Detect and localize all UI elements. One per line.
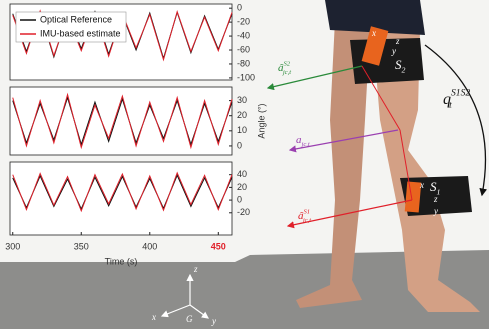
sensor-axis-label: x	[371, 28, 376, 38]
x-axis-label: Time (s)	[105, 256, 138, 266]
shank-sensor	[405, 181, 422, 212]
annotation-sub: 2	[402, 65, 406, 74]
sensor-axis-label: y	[433, 206, 438, 216]
annotation-sub: jc,t	[282, 68, 291, 75]
y-tick-label: -20	[237, 17, 250, 27]
world-axis-label: z	[193, 264, 198, 274]
world-axis-label: x	[151, 312, 156, 322]
panel	[10, 162, 232, 235]
sensor-axis-label: x	[419, 180, 424, 190]
y-tick-label: 0	[237, 140, 242, 150]
y-tick-label: -40	[237, 30, 250, 40]
y-tick-label: 20	[237, 110, 247, 120]
x-tick-label: 400	[142, 241, 157, 251]
y-tick-label: 0	[237, 3, 242, 13]
sensor-axis-label: z	[395, 36, 400, 46]
x-tick-label: 300	[5, 241, 20, 251]
world-axis-label: y	[211, 316, 216, 326]
y-tick-label: -60	[237, 44, 250, 54]
y-tick-label: 0	[237, 194, 242, 204]
y-tick-label: 40	[237, 169, 247, 179]
sensor-axis-label: z	[433, 194, 438, 204]
annotation-sub: t	[449, 100, 452, 111]
annotation-sup: S2	[284, 60, 291, 67]
x-tick-label: 350	[74, 241, 89, 251]
annotation-sub: jc,t	[301, 140, 310, 147]
sensor-axis-label: y	[391, 46, 396, 56]
legend-label: Optical Reference	[40, 14, 112, 24]
annotation-sup: S1	[304, 208, 311, 215]
world-axis-label: G	[186, 314, 193, 324]
legend-label: IMU-based estimate	[40, 28, 121, 38]
y-axis-label: Angle (°)	[256, 103, 266, 138]
annotation-sup: S1S2	[451, 88, 470, 99]
y-tick-label: -100	[237, 72, 255, 82]
x-tick-label: 450	[211, 241, 226, 251]
figure: S2S1qS1S2tajc,tâS2jc,tâS1jc,txzyxzyzxyG …	[0, 0, 489, 329]
thigh-band	[350, 38, 424, 84]
y-tick-label: 10	[237, 125, 247, 135]
annotation-sub: jc,t	[302, 216, 311, 223]
y-tick-label: -20	[237, 207, 250, 217]
y-tick-label: 20	[237, 182, 247, 192]
y-tick-label: -80	[237, 58, 250, 68]
y-tick-label: 30	[237, 95, 247, 105]
